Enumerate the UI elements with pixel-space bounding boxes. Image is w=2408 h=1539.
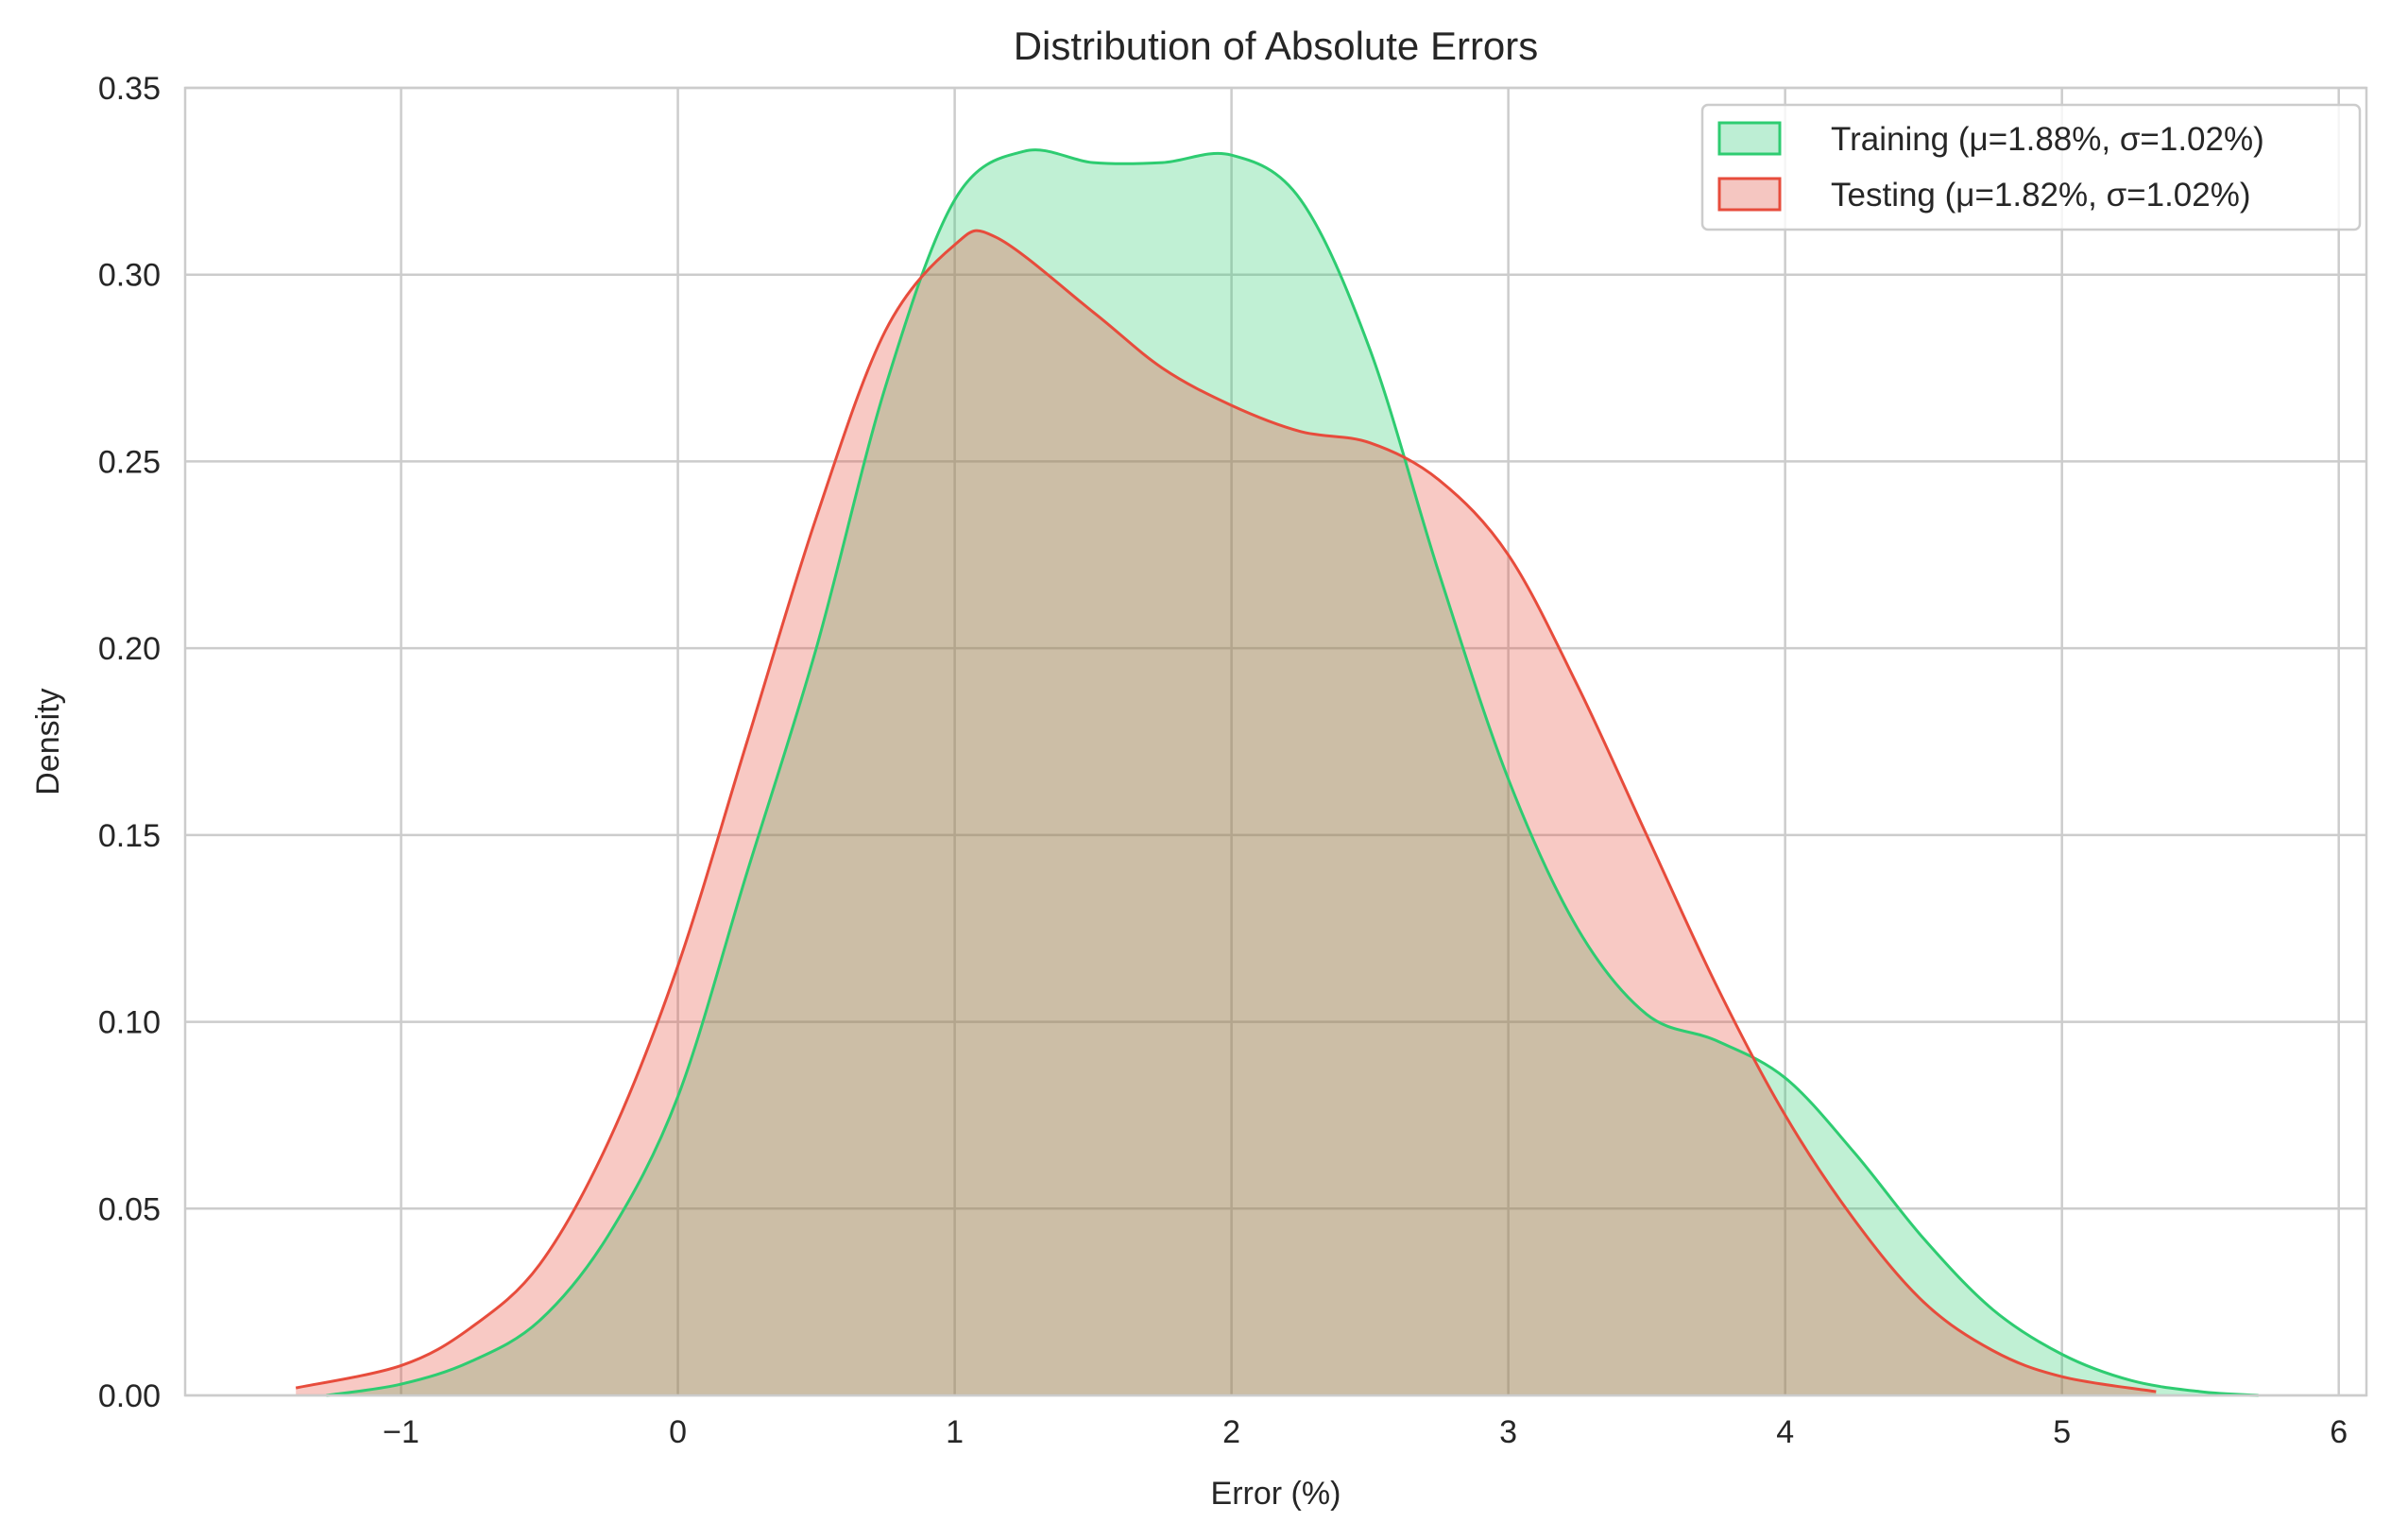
x-tick-label: 4 [1776, 1414, 1794, 1450]
legend-box [1700, 103, 2362, 231]
legend-swatch [1717, 121, 1782, 156]
x-tick-label: 0 [669, 1414, 687, 1450]
y-tick-label: 0.10 [98, 1005, 161, 1041]
x-tick-label: 2 [1222, 1414, 1240, 1450]
x-tick-label: 1 [946, 1414, 964, 1450]
legend-swatch [1717, 177, 1782, 212]
density-area-series-0 [326, 149, 2259, 1396]
x-tick-label: 3 [1499, 1414, 1517, 1450]
density-fills [296, 149, 2259, 1396]
legend: Training (μ=1.88%, σ=1.02%) Testing (μ=1.… [1700, 103, 2362, 231]
density-lines [295, 148, 2259, 1397]
density-line-series-1 [295, 229, 2157, 1394]
legend-label: Training (μ=1.88%, σ=1.02%) [1831, 121, 2264, 158]
legend-label: Testing (μ=1.82%, σ=1.02%) [1831, 177, 2251, 214]
density-area-series-1 [296, 231, 2157, 1396]
y-tick-label: 0.30 [98, 258, 161, 294]
y-tick-label: 0.20 [98, 631, 161, 667]
y-tick-label: 0.00 [98, 1378, 161, 1414]
x-axis-label: Error (%) [1211, 1476, 1341, 1512]
axis-ticks: −1 0 1 2 3 4 5 6 0.00 0.05 0.10 0.15 0.20 0.25 0.30 0.3… [98, 71, 2348, 1450]
x-tick-label: 6 [2330, 1414, 2348, 1450]
y-tick-label: 0.15 [98, 818, 161, 854]
y-tick-label: 0.35 [98, 71, 161, 107]
y-tick-label: 0.25 [98, 444, 161, 480]
x-tick-label: 5 [2053, 1414, 2071, 1450]
plot-area-frame [183, 86, 2368, 1397]
y-axis-label: Density [30, 688, 66, 795]
chart-title: Distribution of Absolute Errors [1014, 24, 1539, 68]
density-line-series-0 [326, 148, 2259, 1397]
y-tick-label: 0.05 [98, 1191, 161, 1227]
x-tick-label: −1 [383, 1414, 419, 1450]
